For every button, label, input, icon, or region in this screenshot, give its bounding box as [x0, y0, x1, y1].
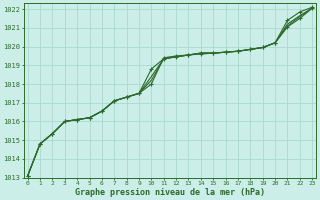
X-axis label: Graphe pression niveau de la mer (hPa): Graphe pression niveau de la mer (hPa): [75, 188, 265, 197]
